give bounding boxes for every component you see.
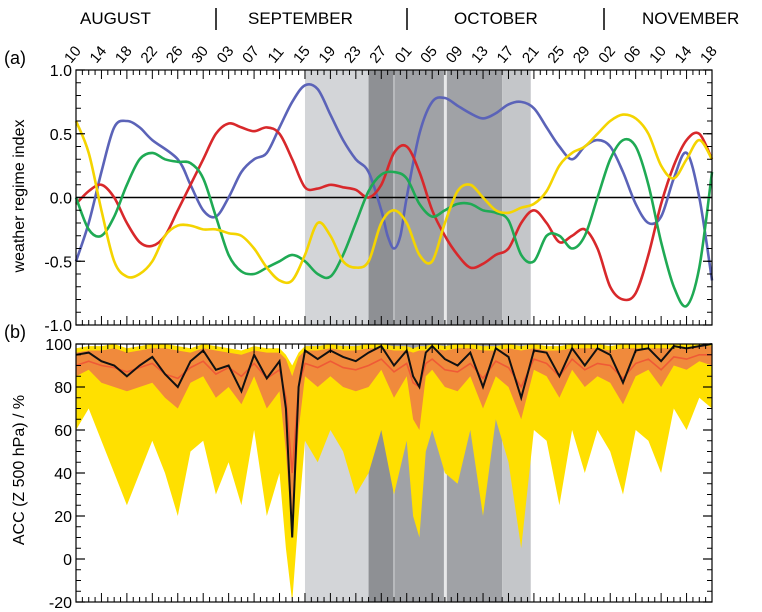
day-tick-label: 02 bbox=[595, 43, 619, 67]
day-tick-label: 21 bbox=[519, 43, 543, 67]
day-tick-label: 29 bbox=[570, 43, 594, 67]
acc-line bbox=[75, 354, 712, 474]
panel-b: -20 0 20 40 60 80 100 (b) ACC (Z 500 hPa) / % bbox=[4, 322, 713, 612]
day-tick-label: 18 bbox=[112, 43, 136, 67]
y-tick-label: 0 bbox=[63, 552, 72, 569]
month-label: AUGUST bbox=[80, 9, 151, 28]
panel-a-label: (a) bbox=[4, 48, 26, 68]
acc-spread-band bbox=[76, 344, 712, 602]
day-tick-label: 13 bbox=[468, 43, 492, 67]
y-tick-label: -0.5 bbox=[44, 254, 72, 271]
panel-a-ytick-labels: -1.0 -0.5 0.0 0.5 1.0 bbox=[44, 63, 72, 335]
day-tick-label: 01 bbox=[392, 43, 416, 67]
day-tick-label: 26 bbox=[163, 43, 187, 67]
day-tick-label: 11 bbox=[265, 44, 288, 67]
panel-b-bands bbox=[76, 344, 712, 602]
day-tick-label: 05 bbox=[417, 43, 441, 67]
month-separators bbox=[215, 8, 605, 30]
day-tick-label: 06 bbox=[621, 43, 645, 67]
y-tick-label: 20 bbox=[54, 509, 72, 526]
day-tick-label: 03 bbox=[214, 43, 238, 67]
regime-index-line bbox=[74, 82, 714, 281]
day-tick-labels: 10 14 18 22 26 30 03 07 11 15 19 23 27 01 05 09 13 17 21 25… bbox=[61, 43, 721, 67]
day-tick-label: 07 bbox=[239, 43, 263, 67]
day-tick-label: 17 bbox=[494, 43, 518, 67]
month-label: OCTOBER bbox=[454, 9, 538, 28]
month-label: NOVEMBER bbox=[642, 9, 739, 28]
y-tick-label: 100 bbox=[45, 337, 72, 354]
panel-b-ytick-labels: -20 0 20 40 60 80 100 bbox=[45, 337, 72, 612]
y-tick-label: -20 bbox=[49, 595, 72, 612]
day-tick-label: 23 bbox=[341, 43, 365, 67]
panel-a: -1.0 -0.5 0.0 0.5 1.0 (a) weather regime ind… bbox=[4, 48, 714, 335]
month-labels: AUGUST SEPTEMBER OCTOBER NOVEMBER bbox=[80, 9, 739, 28]
y-tick-label: 60 bbox=[54, 423, 72, 440]
month-label: SEPTEMBER bbox=[248, 9, 353, 28]
day-tick-label: 14 bbox=[672, 43, 696, 67]
panel-b-ylabel: ACC (Z 500 hPa) / % bbox=[11, 395, 28, 545]
day-tick-label: 27 bbox=[366, 43, 390, 67]
regime-index-line bbox=[75, 122, 714, 302]
day-tick-label: 09 bbox=[443, 43, 467, 67]
panel-a-ylabel: weather regime index bbox=[11, 120, 28, 274]
panel-a-series bbox=[74, 82, 714, 308]
y-tick-label: 0.5 bbox=[50, 127, 72, 144]
y-tick-label: -1.0 bbox=[44, 318, 72, 335]
y-tick-label: 40 bbox=[54, 466, 72, 483]
panel-b-label: (b) bbox=[4, 322, 26, 342]
panel-a-ticks bbox=[75, 69, 713, 326]
y-tick-label: 0.0 bbox=[50, 191, 72, 208]
day-tick-label: 15 bbox=[290, 43, 314, 67]
y-tick-label: 1.0 bbox=[50, 63, 72, 80]
day-tick-label: 19 bbox=[315, 43, 339, 67]
regime-index-line bbox=[74, 137, 714, 308]
day-tick-label: 22 bbox=[137, 43, 161, 67]
day-tick-label: 25 bbox=[544, 43, 568, 67]
acc-spread-band bbox=[76, 346, 712, 538]
regime-index-line bbox=[74, 113, 714, 285]
panel-b-ticks bbox=[75, 343, 713, 603]
y-tick-label: 80 bbox=[54, 380, 72, 397]
day-tick-label: 14 bbox=[86, 43, 110, 67]
day-tick-label: 18 bbox=[697, 43, 721, 67]
day-tick-label: 30 bbox=[188, 43, 212, 67]
day-tick-label: 10 bbox=[646, 43, 670, 67]
